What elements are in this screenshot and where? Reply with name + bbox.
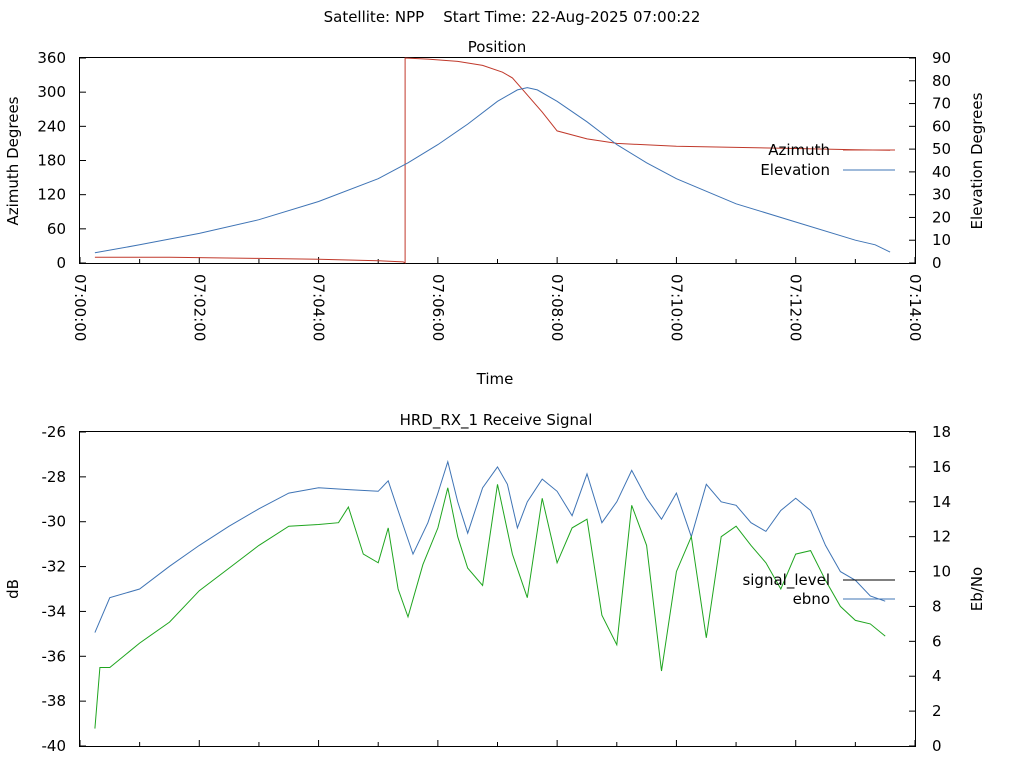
signal-ytick-label: -26 <box>42 423 67 441</box>
position-y2tick-label: 80 <box>932 72 951 90</box>
signal-title: HRD_RX_1 Receive Signal <box>400 411 593 430</box>
page-title: Satellite: NPP Start Time: 22-Aug-2025 0… <box>323 8 701 26</box>
position-xtick-label: 07:02:00 <box>190 274 208 341</box>
position-y2tick-label: 30 <box>932 186 951 204</box>
position-xtick-label: 07:10:00 <box>667 274 685 341</box>
position-title: Position <box>468 38 526 56</box>
position-series-elevation-line <box>94 87 891 254</box>
position-ytick-label: 60 <box>47 220 66 238</box>
signal-y2tick-label: 6 <box>932 632 942 650</box>
position-series-azimuth-line <box>94 57 891 264</box>
signal-series-series-2-line <box>94 484 886 729</box>
position-legend: Azimuth Elevation <box>760 141 895 179</box>
signal-y2tick-label: 14 <box>932 493 951 511</box>
position-xlabel: Time <box>476 370 514 388</box>
signal-ytick-label: -30 <box>42 513 67 531</box>
signal-ytick-label: -32 <box>42 558 67 576</box>
position-y2tick-label: 10 <box>932 231 951 249</box>
position-y2tick-label: 70 <box>932 95 951 113</box>
position-y2tick-label: 60 <box>932 117 951 135</box>
position-ytick-label: 240 <box>37 117 66 135</box>
signal-ytick-label: -38 <box>42 692 67 710</box>
signal-series-ebno-line <box>94 459 886 633</box>
position-y2label: Elevation Degrees <box>968 92 986 229</box>
signal-panel: HRD_RX_1 Receive Signal -26 -28 -30 -32 -34 -… <box>4 411 986 755</box>
signal-ytick-label: -28 <box>42 468 67 486</box>
position-y2tick-label: 90 <box>932 49 951 67</box>
position-y2tick-label: 50 <box>932 140 951 158</box>
position-plot-frame <box>79 57 916 264</box>
signal-y2tick-label: 8 <box>932 597 942 615</box>
position-panel: Position 0 60 120 180 240 300 360 0 10 20 30 40 50 6… <box>4 38 986 388</box>
signal-legend: signal_level ebno <box>742 571 895 608</box>
position-y2tick-label: 40 <box>932 163 951 181</box>
signal-ylabel: dB <box>4 579 22 599</box>
legend-label-azimuth: Azimuth <box>768 141 830 159</box>
signal-ytick-label: -40 <box>42 737 67 755</box>
position-ytick-label: 120 <box>37 186 66 204</box>
signal-ytick-label: -36 <box>42 647 67 665</box>
legend-label-elevation: Elevation <box>760 161 830 179</box>
position-ylabel: Azimuth Degrees <box>4 96 22 225</box>
signal-y2tick-label: 10 <box>932 563 951 581</box>
signal-y2label: Eb/No <box>968 567 986 611</box>
signal-y2tick-label: 18 <box>932 423 951 441</box>
position-ytick-label: 0 <box>56 254 66 272</box>
signal-y2tick-label: 4 <box>932 667 942 685</box>
position-xtick-label: 07:06:00 <box>429 274 447 341</box>
position-ytick-label: 300 <box>37 83 66 101</box>
position-ytick-label: 360 <box>37 49 66 67</box>
legend-label-signal-level: signal_level <box>742 571 830 590</box>
position-xtick-label: 07:14:00 <box>906 274 924 341</box>
signal-y2tick-label: 12 <box>932 528 951 546</box>
position-xtick-label: 07:08:00 <box>548 274 566 341</box>
legend-label-ebno: ebno <box>793 590 830 608</box>
signal-y2tick-label: 16 <box>932 458 951 476</box>
position-y2tick-label: 0 <box>932 254 942 272</box>
position-xtick-label: 07:04:00 <box>310 274 328 341</box>
position-ytick-label: 180 <box>37 152 66 170</box>
signal-plot-frame <box>79 431 916 747</box>
signal-y2tick-label: 0 <box>932 737 942 755</box>
position-xtick-label: 07:00:00 <box>71 274 89 341</box>
signal-ytick-label: -34 <box>42 602 67 620</box>
position-y2tick-label: 20 <box>932 208 951 226</box>
position-xtick-label: 07:12:00 <box>787 274 805 341</box>
signal-y2tick-label: 2 <box>932 702 942 720</box>
